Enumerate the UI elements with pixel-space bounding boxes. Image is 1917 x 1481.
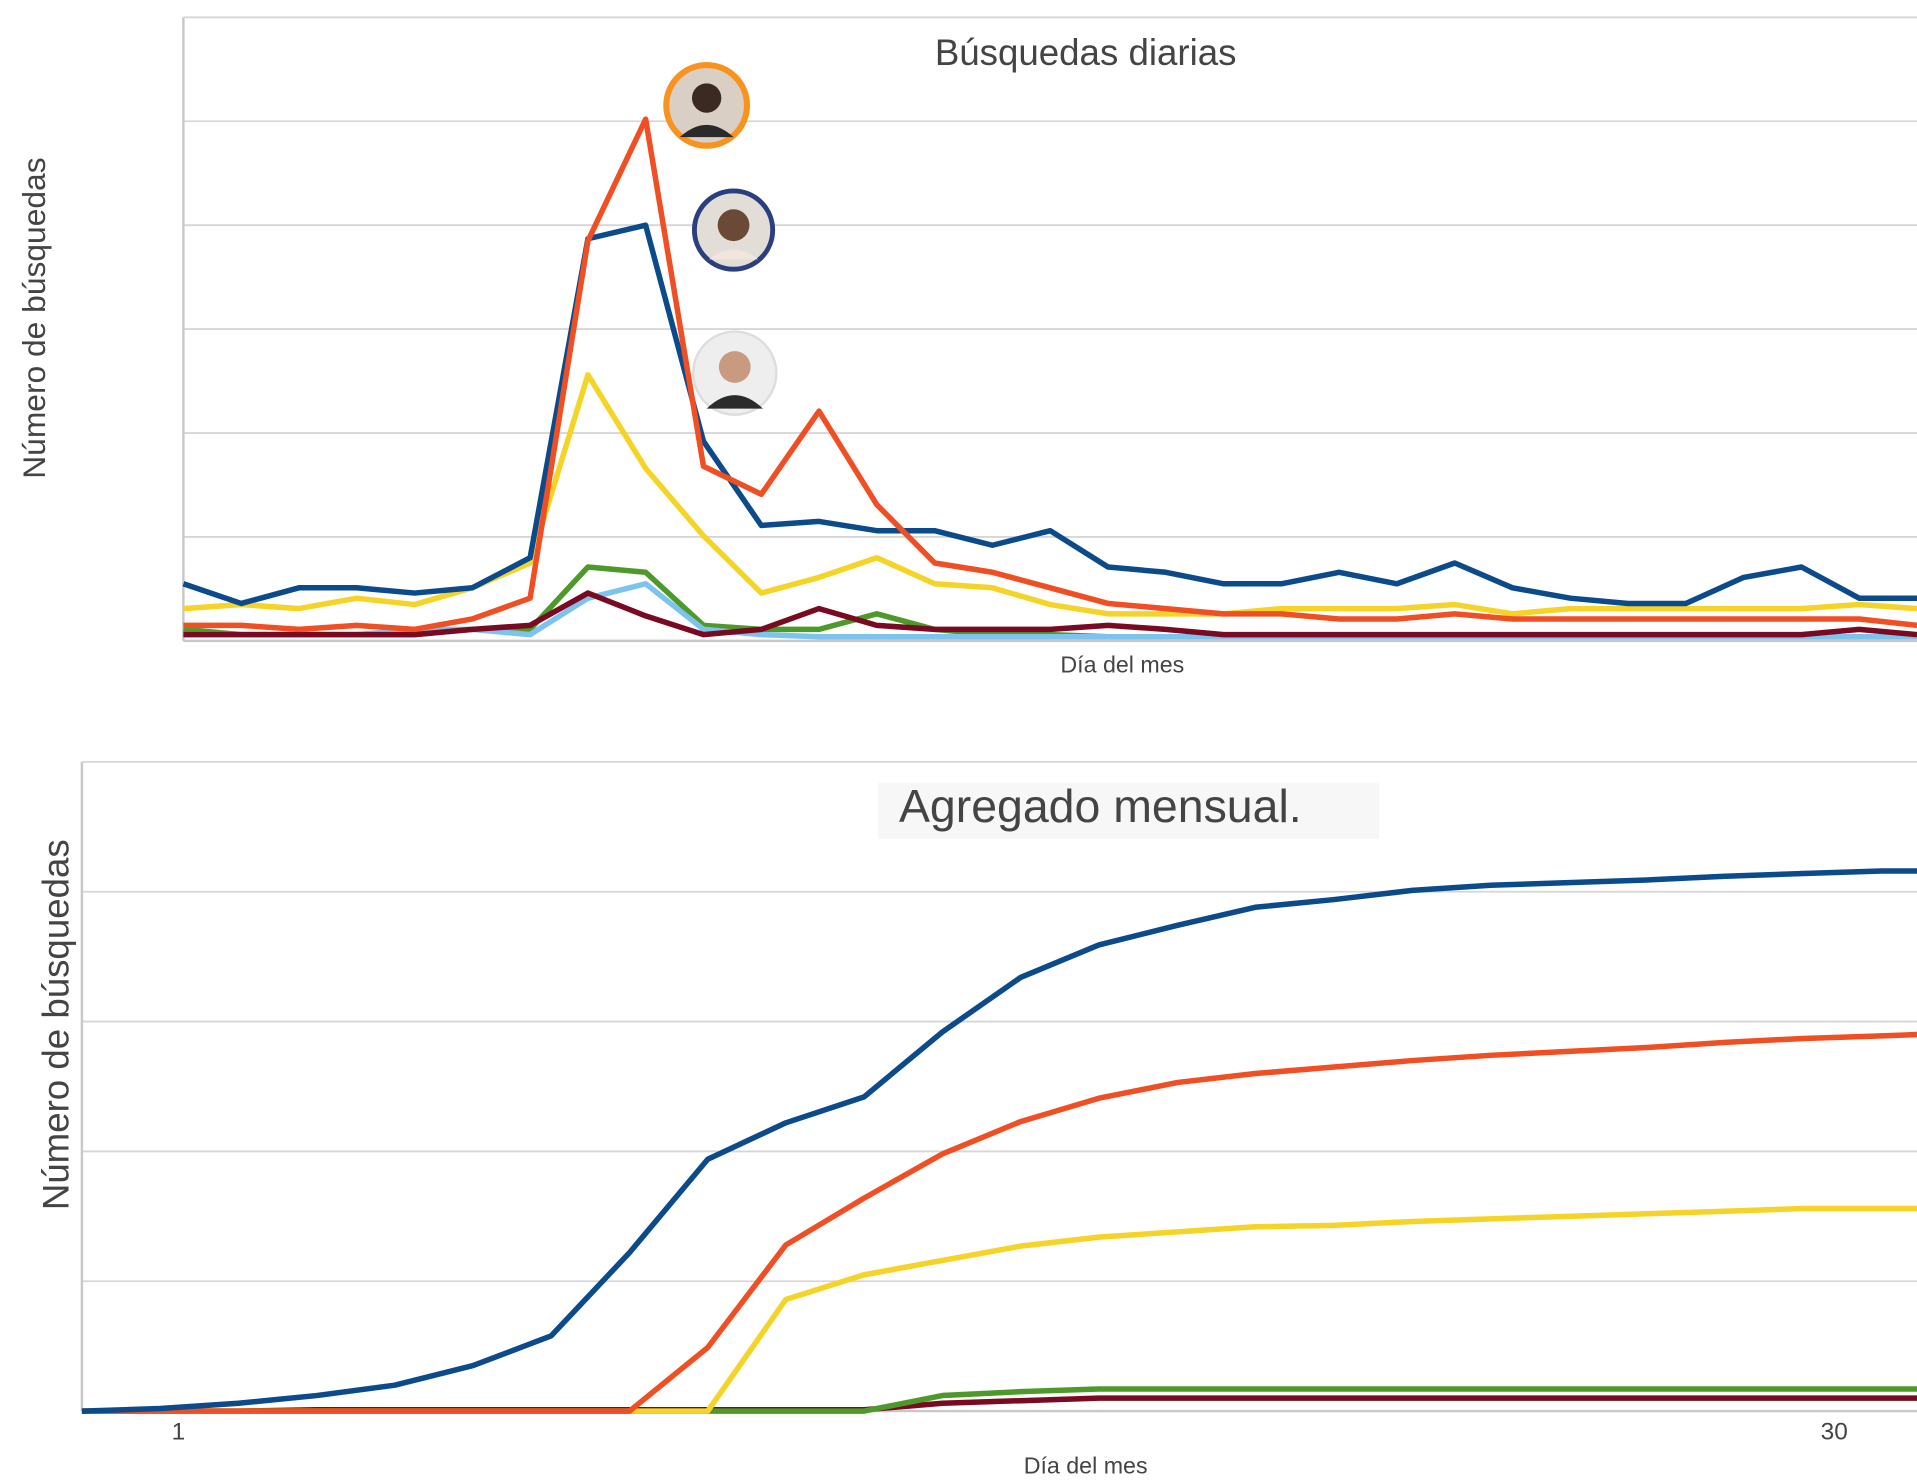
series-line [82, 1209, 1917, 1412]
series-line [183, 375, 1917, 614]
x-tick-label: 30 [1821, 1419, 1848, 1446]
avatar-head [719, 351, 751, 383]
avatar-head [718, 209, 750, 241]
series-line [82, 1035, 1917, 1412]
chart: Búsquedas diarias Día del mes Número de bú… [0, 0, 1917, 1481]
y-axis-label: Número de búsquedas [35, 839, 76, 1210]
x-axis-label: Día del mes [1060, 652, 1184, 678]
series-line [183, 119, 1917, 629]
chart-title: Búsquedas diarias [935, 32, 1237, 73]
x-axis-label: Día del mes [1024, 1452, 1148, 1478]
y-axis-label: Número de búsquedas [16, 157, 52, 478]
avatar-head [692, 83, 721, 112]
series-line [183, 225, 1917, 603]
chart-title: Agregado mensual. [899, 780, 1302, 832]
series-line [82, 871, 1917, 1411]
x-tick-label: 1 [172, 1419, 186, 1446]
